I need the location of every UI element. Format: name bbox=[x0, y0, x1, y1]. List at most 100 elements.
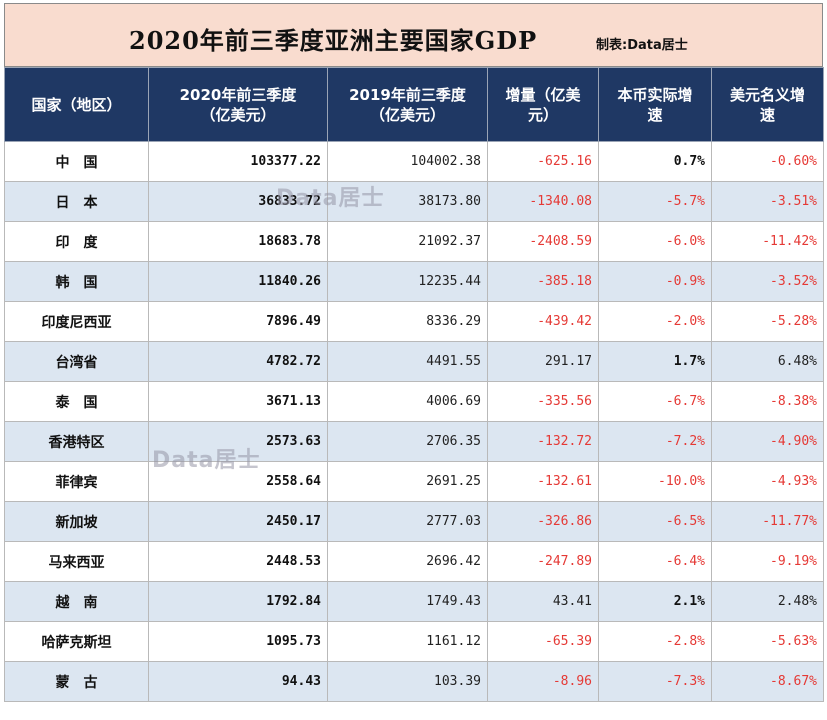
real-growth-cell: 1.7% bbox=[598, 341, 712, 382]
table-row: 韩 国 11840.26 12235.44 -385.18 -0.9% -3.52% bbox=[4, 261, 824, 302]
gdp-2020-cell: 103377.22 bbox=[148, 141, 328, 182]
gdp-2020-cell: 4782.72 bbox=[148, 341, 328, 382]
gdp-2020-cell: 94.43 bbox=[148, 661, 328, 702]
nominal-growth-cell: -3.51% bbox=[711, 181, 824, 222]
delta-cell: -132.61 bbox=[487, 461, 599, 502]
country-name: 香港特区 bbox=[4, 421, 149, 462]
country-name: 韩 国 bbox=[4, 261, 149, 302]
table-row: 印度尼西亚 7896.49 8336.29 -439.42 -2.0% -5.28% bbox=[4, 301, 824, 342]
nominal-growth-cell: -8.38% bbox=[711, 381, 824, 422]
country-name: 哈萨克斯坦 bbox=[4, 621, 149, 662]
gdp-2019-cell: 4006.69 bbox=[327, 381, 488, 422]
col-header-gdp-2019: 2019年前三季度 （亿美元） bbox=[327, 67, 488, 142]
table-row: 哈萨克斯坦 1095.73 1161.12 -65.39 -2.8% -5.63% bbox=[4, 621, 824, 662]
nominal-growth-cell: -8.67% bbox=[711, 661, 824, 702]
gdp-2019-cell: 2691.25 bbox=[327, 461, 488, 502]
delta-cell: -335.56 bbox=[487, 381, 599, 422]
table-row: 泰 国 3671.13 4006.69 -335.56 -6.7% -8.38% bbox=[4, 381, 824, 422]
country-name: 台湾省 bbox=[4, 341, 149, 382]
table-row: 马来西亚 2448.53 2696.42 -247.89 -6.4% -9.19% bbox=[4, 541, 824, 582]
nominal-growth-cell: -4.93% bbox=[711, 461, 824, 502]
country-name: 泰 国 bbox=[4, 381, 149, 422]
country-name: 菲律宾 bbox=[4, 461, 149, 502]
gdp-2020-cell: 2448.53 bbox=[148, 541, 328, 582]
gdp-2019-cell: 1749.43 bbox=[327, 581, 488, 622]
real-growth-cell: -5.7% bbox=[598, 181, 712, 222]
nominal-growth-cell: 6.48% bbox=[711, 341, 824, 382]
delta-cell: -2408.59 bbox=[487, 221, 599, 262]
gdp-2019-cell: 1161.12 bbox=[327, 621, 488, 662]
delta-cell: -65.39 bbox=[487, 621, 599, 662]
real-growth-cell: -2.8% bbox=[598, 621, 712, 662]
nominal-growth-cell: -0.60% bbox=[711, 141, 824, 182]
delta-cell: -385.18 bbox=[487, 261, 599, 302]
table-row: 香港特区 2573.63 2706.35 -132.72 -7.2% -4.90% bbox=[4, 421, 824, 462]
real-growth-cell: -6.4% bbox=[598, 541, 712, 582]
gdp-2020-cell: 1792.84 bbox=[148, 581, 328, 622]
gdp-2020-cell: 1095.73 bbox=[148, 621, 328, 662]
delta-cell: -439.42 bbox=[487, 301, 599, 342]
real-growth-cell: -6.5% bbox=[598, 501, 712, 542]
col-header-country: 国家（地区） bbox=[4, 67, 149, 142]
gdp-2019-cell: 2706.35 bbox=[327, 421, 488, 462]
gdp-2019-cell: 38173.80 bbox=[327, 181, 488, 222]
delta-cell: -1340.08 bbox=[487, 181, 599, 222]
country-name: 蒙 古 bbox=[4, 661, 149, 702]
credit-label: 制表:Data居士 bbox=[596, 38, 688, 53]
delta-cell: -132.72 bbox=[487, 421, 599, 462]
title-bar: 2020年前三季度亚洲主要国家GDP 制表:Data居士 bbox=[4, 3, 823, 67]
nominal-growth-cell: -11.42% bbox=[711, 221, 824, 262]
nominal-growth-cell: -5.63% bbox=[711, 621, 824, 662]
nominal-growth-cell: 2.48% bbox=[711, 581, 824, 622]
country-name: 印 度 bbox=[4, 221, 149, 262]
real-growth-cell: -7.3% bbox=[598, 661, 712, 702]
gdp-2020-cell: 11840.26 bbox=[148, 261, 328, 302]
col-header-gdp-2020: 2020年前三季度 （亿美元） bbox=[148, 67, 328, 142]
table-row: 越 南 1792.84 1749.43 43.41 2.1% 2.48% bbox=[4, 581, 824, 622]
gdp-2020-cell: 2573.63 bbox=[148, 421, 328, 462]
gdp-2019-cell: 8336.29 bbox=[327, 301, 488, 342]
gdp-2020-cell: 2558.64 bbox=[148, 461, 328, 502]
col-header-real-growth: 本币实际增 速 bbox=[598, 67, 712, 142]
delta-cell: -326.86 bbox=[487, 501, 599, 542]
delta-cell: -8.96 bbox=[487, 661, 599, 702]
delta-cell: -247.89 bbox=[487, 541, 599, 582]
table-row: 印 度 18683.78 21092.37 -2408.59 -6.0% -11.42% bbox=[4, 221, 824, 262]
real-growth-cell: -6.0% bbox=[598, 221, 712, 262]
table-row: 菲律宾 2558.64 2691.25 -132.61 -10.0% -4.93% bbox=[4, 461, 824, 502]
nominal-growth-cell: -4.90% bbox=[711, 421, 824, 462]
gdp-2019-cell: 4491.55 bbox=[327, 341, 488, 382]
col-header-delta: 增量（亿美 元） bbox=[487, 67, 599, 142]
real-growth-cell: 2.1% bbox=[598, 581, 712, 622]
gdp-2019-cell: 2777.03 bbox=[327, 501, 488, 542]
gdp-2020-cell: 2450.17 bbox=[148, 501, 328, 542]
nominal-growth-cell: -9.19% bbox=[711, 541, 824, 582]
table-row: 台湾省 4782.72 4491.55 291.17 1.7% 6.48% bbox=[4, 341, 824, 382]
country-name: 越 南 bbox=[4, 581, 149, 622]
gdp-2019-cell: 12235.44 bbox=[327, 261, 488, 302]
country-name: 中 国 bbox=[4, 141, 149, 182]
table-row: 蒙 古 94.43 103.39 -8.96 -7.3% -8.67% bbox=[4, 661, 824, 702]
nominal-growth-cell: -11.77% bbox=[711, 501, 824, 542]
gdp-2020-cell: 3671.13 bbox=[148, 381, 328, 422]
real-growth-cell: -2.0% bbox=[598, 301, 712, 342]
gdp-2020-cell: 18683.78 bbox=[148, 221, 328, 262]
real-growth-cell: -7.2% bbox=[598, 421, 712, 462]
country-name: 印度尼西亚 bbox=[4, 301, 149, 342]
gdp-table: 国家（地区） 2020年前三季度 （亿美元） 2019年前三季度 （亿美元） 增… bbox=[4, 67, 824, 702]
delta-cell: -625.16 bbox=[487, 141, 599, 182]
country-name: 马来西亚 bbox=[4, 541, 149, 582]
real-growth-cell: -10.0% bbox=[598, 461, 712, 502]
nominal-growth-cell: -3.52% bbox=[711, 261, 824, 302]
gdp-2019-cell: 103.39 bbox=[327, 661, 488, 702]
gdp-2019-cell: 2696.42 bbox=[327, 541, 488, 582]
table-row: 日 本 36833.72 38173.80 -1340.08 -5.7% -3.51% bbox=[4, 181, 824, 222]
gdp-2019-cell: 104002.38 bbox=[327, 141, 488, 182]
col-header-nominal-growth: 美元名义增 速 bbox=[711, 67, 824, 142]
table-row: 新加坡 2450.17 2777.03 -326.86 -6.5% -11.77% bbox=[4, 501, 824, 542]
table-title: 2020年前三季度亚洲主要国家GDP bbox=[129, 26, 538, 55]
delta-cell: 291.17 bbox=[487, 341, 599, 382]
delta-cell: 43.41 bbox=[487, 581, 599, 622]
gdp-2020-cell: 7896.49 bbox=[148, 301, 328, 342]
country-name: 日 本 bbox=[4, 181, 149, 222]
